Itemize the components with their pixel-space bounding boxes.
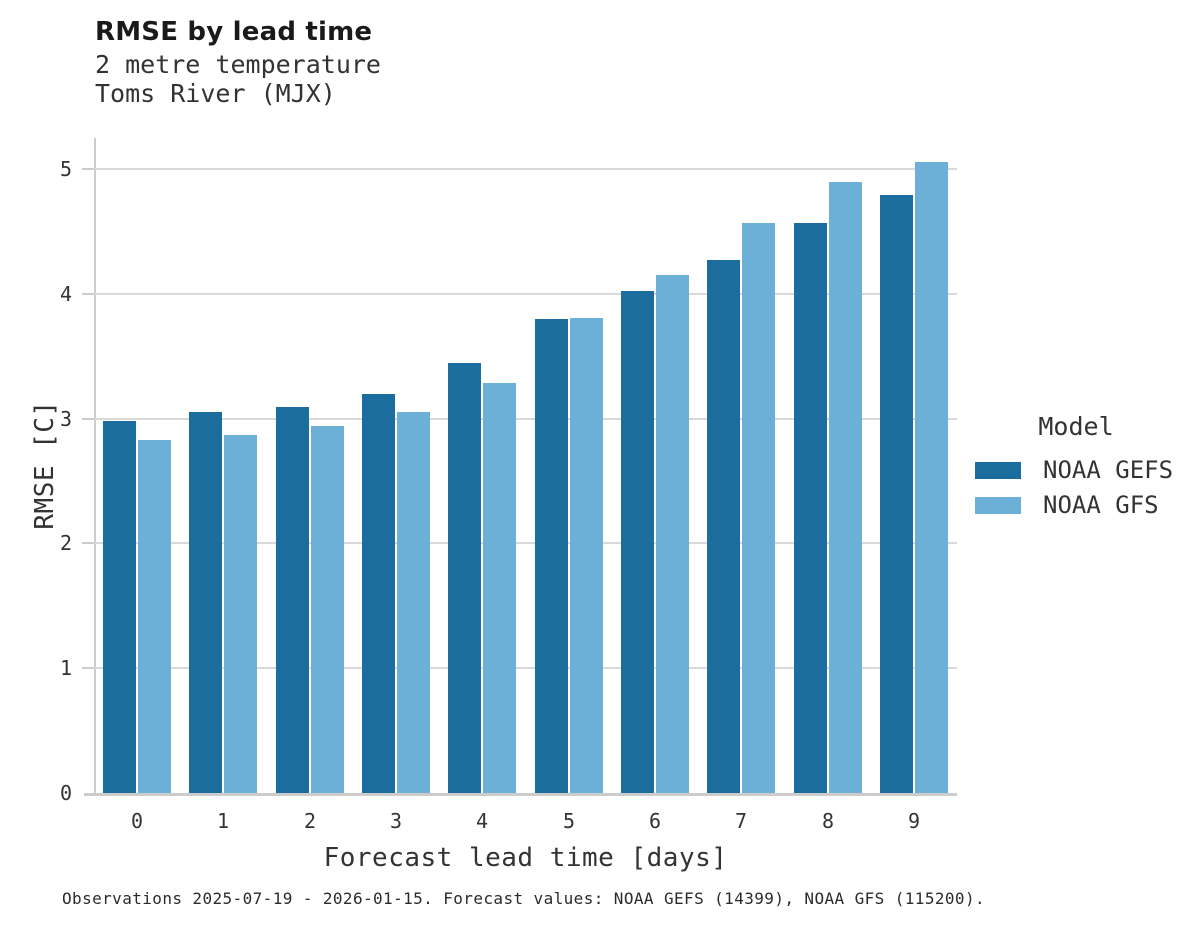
legend-entries: NOAA GEFS NOAA GFS [975,456,1177,519]
gridline-y-1 [94,667,957,669]
gridline-y-5 [94,168,957,170]
bar-noaa-gfs-8 [829,182,862,793]
legend-label-noaa-gfs: NOAA GFS [1043,491,1159,519]
bar-noaa-gefs-2 [276,407,309,793]
gridline-y-2 [94,542,957,544]
x-tick-label-3: 3 [389,809,403,833]
y-tick-2 [82,542,94,544]
x-tick-label-7: 7 [734,809,748,833]
x-tick-label-9: 9 [907,809,921,833]
x-tick-label-0: 0 [130,809,144,833]
y-axis-title: RMSE [C] [30,400,60,530]
bar-noaa-gfs-5 [570,318,603,793]
y-tick-3 [82,418,94,420]
bar-noaa-gfs-3 [397,412,430,793]
legend-title: Model [1038,412,1114,441]
x-tick-label-6: 6 [648,809,662,833]
gridline-y-3 [94,418,957,420]
bar-noaa-gfs-1 [224,435,257,793]
chart-subtitle: 2 metre temperature Toms River (MJX) [95,50,381,108]
legend-swatch-noaa-gefs [975,461,1021,479]
chart-subtitle-line-1: 2 metre temperature [95,50,381,79]
bar-noaa-gefs-4 [448,363,481,793]
y-tick-label-5: 5 [59,157,72,181]
bar-noaa-gefs-5 [535,319,568,793]
caption: Observations 2025-07-19 - 2026-01-15. Fo… [62,889,986,908]
y-tick-label-3: 3 [59,407,72,431]
bar-noaa-gfs-9 [915,162,948,793]
y-axis-line [94,138,96,796]
x-axis-line [84,793,957,796]
x-tick-label-5: 5 [562,809,576,833]
chart-subtitle-line-2: Toms River (MJX) [95,79,336,108]
legend-row-noaa-gefs: NOAA GEFS [975,456,1177,484]
bar-noaa-gefs-7 [707,260,740,793]
legend-row-noaa-gfs: NOAA GFS [975,491,1177,519]
x-tick-label-8: 8 [821,809,835,833]
y-tick-label-2: 2 [59,531,72,555]
bar-noaa-gefs-0 [103,421,136,793]
legend: Model NOAA GEFS NOAA GFS [975,412,1177,526]
y-tick-5 [82,168,94,170]
y-tick-label-1: 1 [59,656,72,680]
bar-noaa-gfs-0 [138,440,171,793]
chart-title: RMSE by lead time [95,17,373,47]
y-tick-4 [82,293,94,295]
bar-noaa-gfs-7 [742,223,775,793]
bar-noaa-gfs-4 [483,383,516,793]
bar-noaa-gefs-8 [794,223,827,793]
y-tick-label-4: 4 [59,282,72,306]
legend-swatch-noaa-gfs [975,496,1021,514]
bar-noaa-gefs-1 [189,412,222,793]
y-tick-1 [82,667,94,669]
plot-area: Forecast lead time [days] 0 1 2 3 4 5 0 1 2 3 4 5 6 7… [60,138,957,873]
bar-noaa-gefs-6 [621,291,654,793]
x-axis-title: Forecast lead time [days] [323,843,728,873]
bar-noaa-gefs-3 [362,394,395,793]
x-tick-label-4: 4 [475,809,489,833]
bar-noaa-gefs-9 [880,195,913,793]
y-tick-label-0: 0 [59,781,72,805]
x-tick-label-1: 1 [216,809,230,833]
legend-label-noaa-gefs: NOAA GEFS [1043,456,1174,484]
x-tick-label-2: 2 [303,809,317,833]
bar-noaa-gfs-2 [311,426,344,793]
bar-noaa-gfs-6 [656,275,689,793]
gridline-y-4 [94,293,957,295]
